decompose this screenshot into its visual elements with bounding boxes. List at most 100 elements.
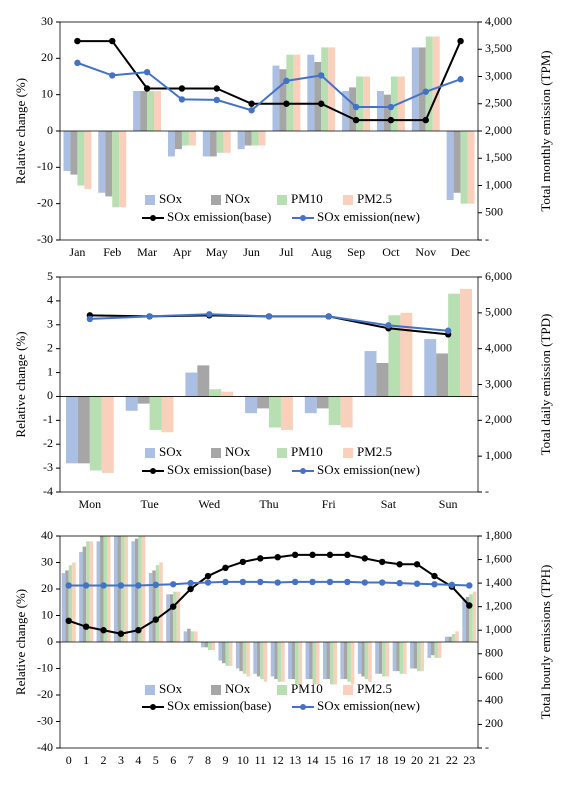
bar <box>376 91 384 131</box>
panel: Relative change (%) Total monthly emissio… <box>13 14 553 259</box>
panel: Relative change (%) Total daily emission … <box>13 269 553 511</box>
bar <box>410 642 414 669</box>
y-tick-label: 2 <box>47 340 53 354</box>
bar <box>79 551 83 642</box>
bar <box>173 591 177 642</box>
y2-tick-label: 3,000 <box>485 376 512 390</box>
legend-swatch <box>343 685 353 695</box>
x-tick-label: Tue <box>140 497 158 511</box>
x-tick-label: 19 <box>394 753 406 767</box>
legend-label: SOx emission(new) <box>317 462 420 477</box>
x-tick-label: Fri <box>322 497 337 511</box>
line-marker <box>222 564 229 571</box>
y2-axis-title: Total monthly emission (TPM) <box>538 50 553 211</box>
y-axis-title: Relative change (%) <box>13 331 28 437</box>
bar <box>403 642 407 674</box>
x-tick-label: 21 <box>428 753 440 767</box>
line-marker <box>222 578 229 586</box>
line-marker <box>213 96 220 104</box>
bar <box>253 642 257 674</box>
bar <box>154 91 162 131</box>
x-tick-label: 0 <box>66 753 72 767</box>
x-tick-label: Aug <box>311 245 332 259</box>
bar <box>221 642 226 664</box>
plot-frame <box>59 21 479 241</box>
bar <box>201 642 205 648</box>
legend-label: NOx <box>225 681 251 696</box>
bar <box>225 642 229 666</box>
y-tick-label: 4 <box>47 293 53 307</box>
x-tick-label: 8 <box>205 753 211 767</box>
line-marker <box>135 627 142 634</box>
bar <box>425 36 433 131</box>
bar <box>218 642 222 661</box>
legend-label: SOx emission(new) <box>317 698 420 713</box>
bar <box>340 396 353 428</box>
line-marker <box>117 630 125 637</box>
line-marker <box>379 558 386 566</box>
line-marker <box>352 103 360 111</box>
x-tick-label: 12 <box>272 753 284 767</box>
line-marker <box>457 37 464 45</box>
y-tick-label: -20 <box>37 195 53 209</box>
line <box>77 40 462 122</box>
bar <box>396 642 400 672</box>
bar <box>237 131 245 150</box>
bar <box>117 536 121 642</box>
line <box>68 580 470 587</box>
plot-frame <box>59 535 479 749</box>
bar <box>63 131 71 171</box>
bar <box>298 642 303 685</box>
bar <box>361 642 365 677</box>
bar <box>304 396 317 414</box>
bar <box>181 131 189 146</box>
bar <box>103 536 108 642</box>
line-marker <box>206 311 213 318</box>
bar <box>125 396 138 411</box>
x-tick-label: Sun <box>439 497 458 511</box>
y-tick-label: -10 <box>37 159 53 173</box>
line-marker <box>213 85 220 92</box>
bar <box>134 538 139 642</box>
bar <box>321 47 329 131</box>
bar <box>309 642 313 680</box>
y2-axis-title: Total daily emission (TPD) <box>538 314 553 456</box>
bar <box>101 396 114 473</box>
x-tick-label: 7 <box>188 753 194 767</box>
bar <box>397 76 405 131</box>
bar <box>293 54 301 132</box>
bar <box>411 47 419 131</box>
line-marker <box>109 72 116 79</box>
bar <box>148 573 153 642</box>
legend-swatch <box>277 195 287 205</box>
line-marker <box>152 616 159 623</box>
bar <box>251 131 259 146</box>
legend-marker <box>150 704 156 710</box>
line-marker <box>274 579 281 586</box>
bar <box>279 69 287 131</box>
bar <box>326 642 330 680</box>
x-tick-label: 23 <box>463 753 475 767</box>
bar <box>86 541 90 642</box>
legend-marker <box>300 215 306 221</box>
x-tick-label: Sep <box>347 245 365 259</box>
y2-axis-title: Total hourly emissions (TPH) <box>538 565 553 720</box>
bar <box>133 91 141 131</box>
bar <box>437 642 442 658</box>
x-tick-label: 16 <box>341 753 353 767</box>
line-marker <box>396 561 403 568</box>
y-tick-label: 0 <box>47 388 53 402</box>
bar <box>280 396 293 430</box>
x-tick-label: 3 <box>118 753 124 767</box>
bar <box>462 599 466 642</box>
bar <box>356 76 364 131</box>
y-tick-label: 20 <box>41 50 53 64</box>
bar <box>418 47 426 131</box>
line-marker <box>283 77 290 85</box>
bar <box>96 541 101 642</box>
bar <box>65 396 78 464</box>
line-marker <box>178 96 186 103</box>
bar <box>65 570 69 642</box>
y2-tick-label: 2,000 <box>485 412 512 426</box>
bar <box>288 642 292 680</box>
